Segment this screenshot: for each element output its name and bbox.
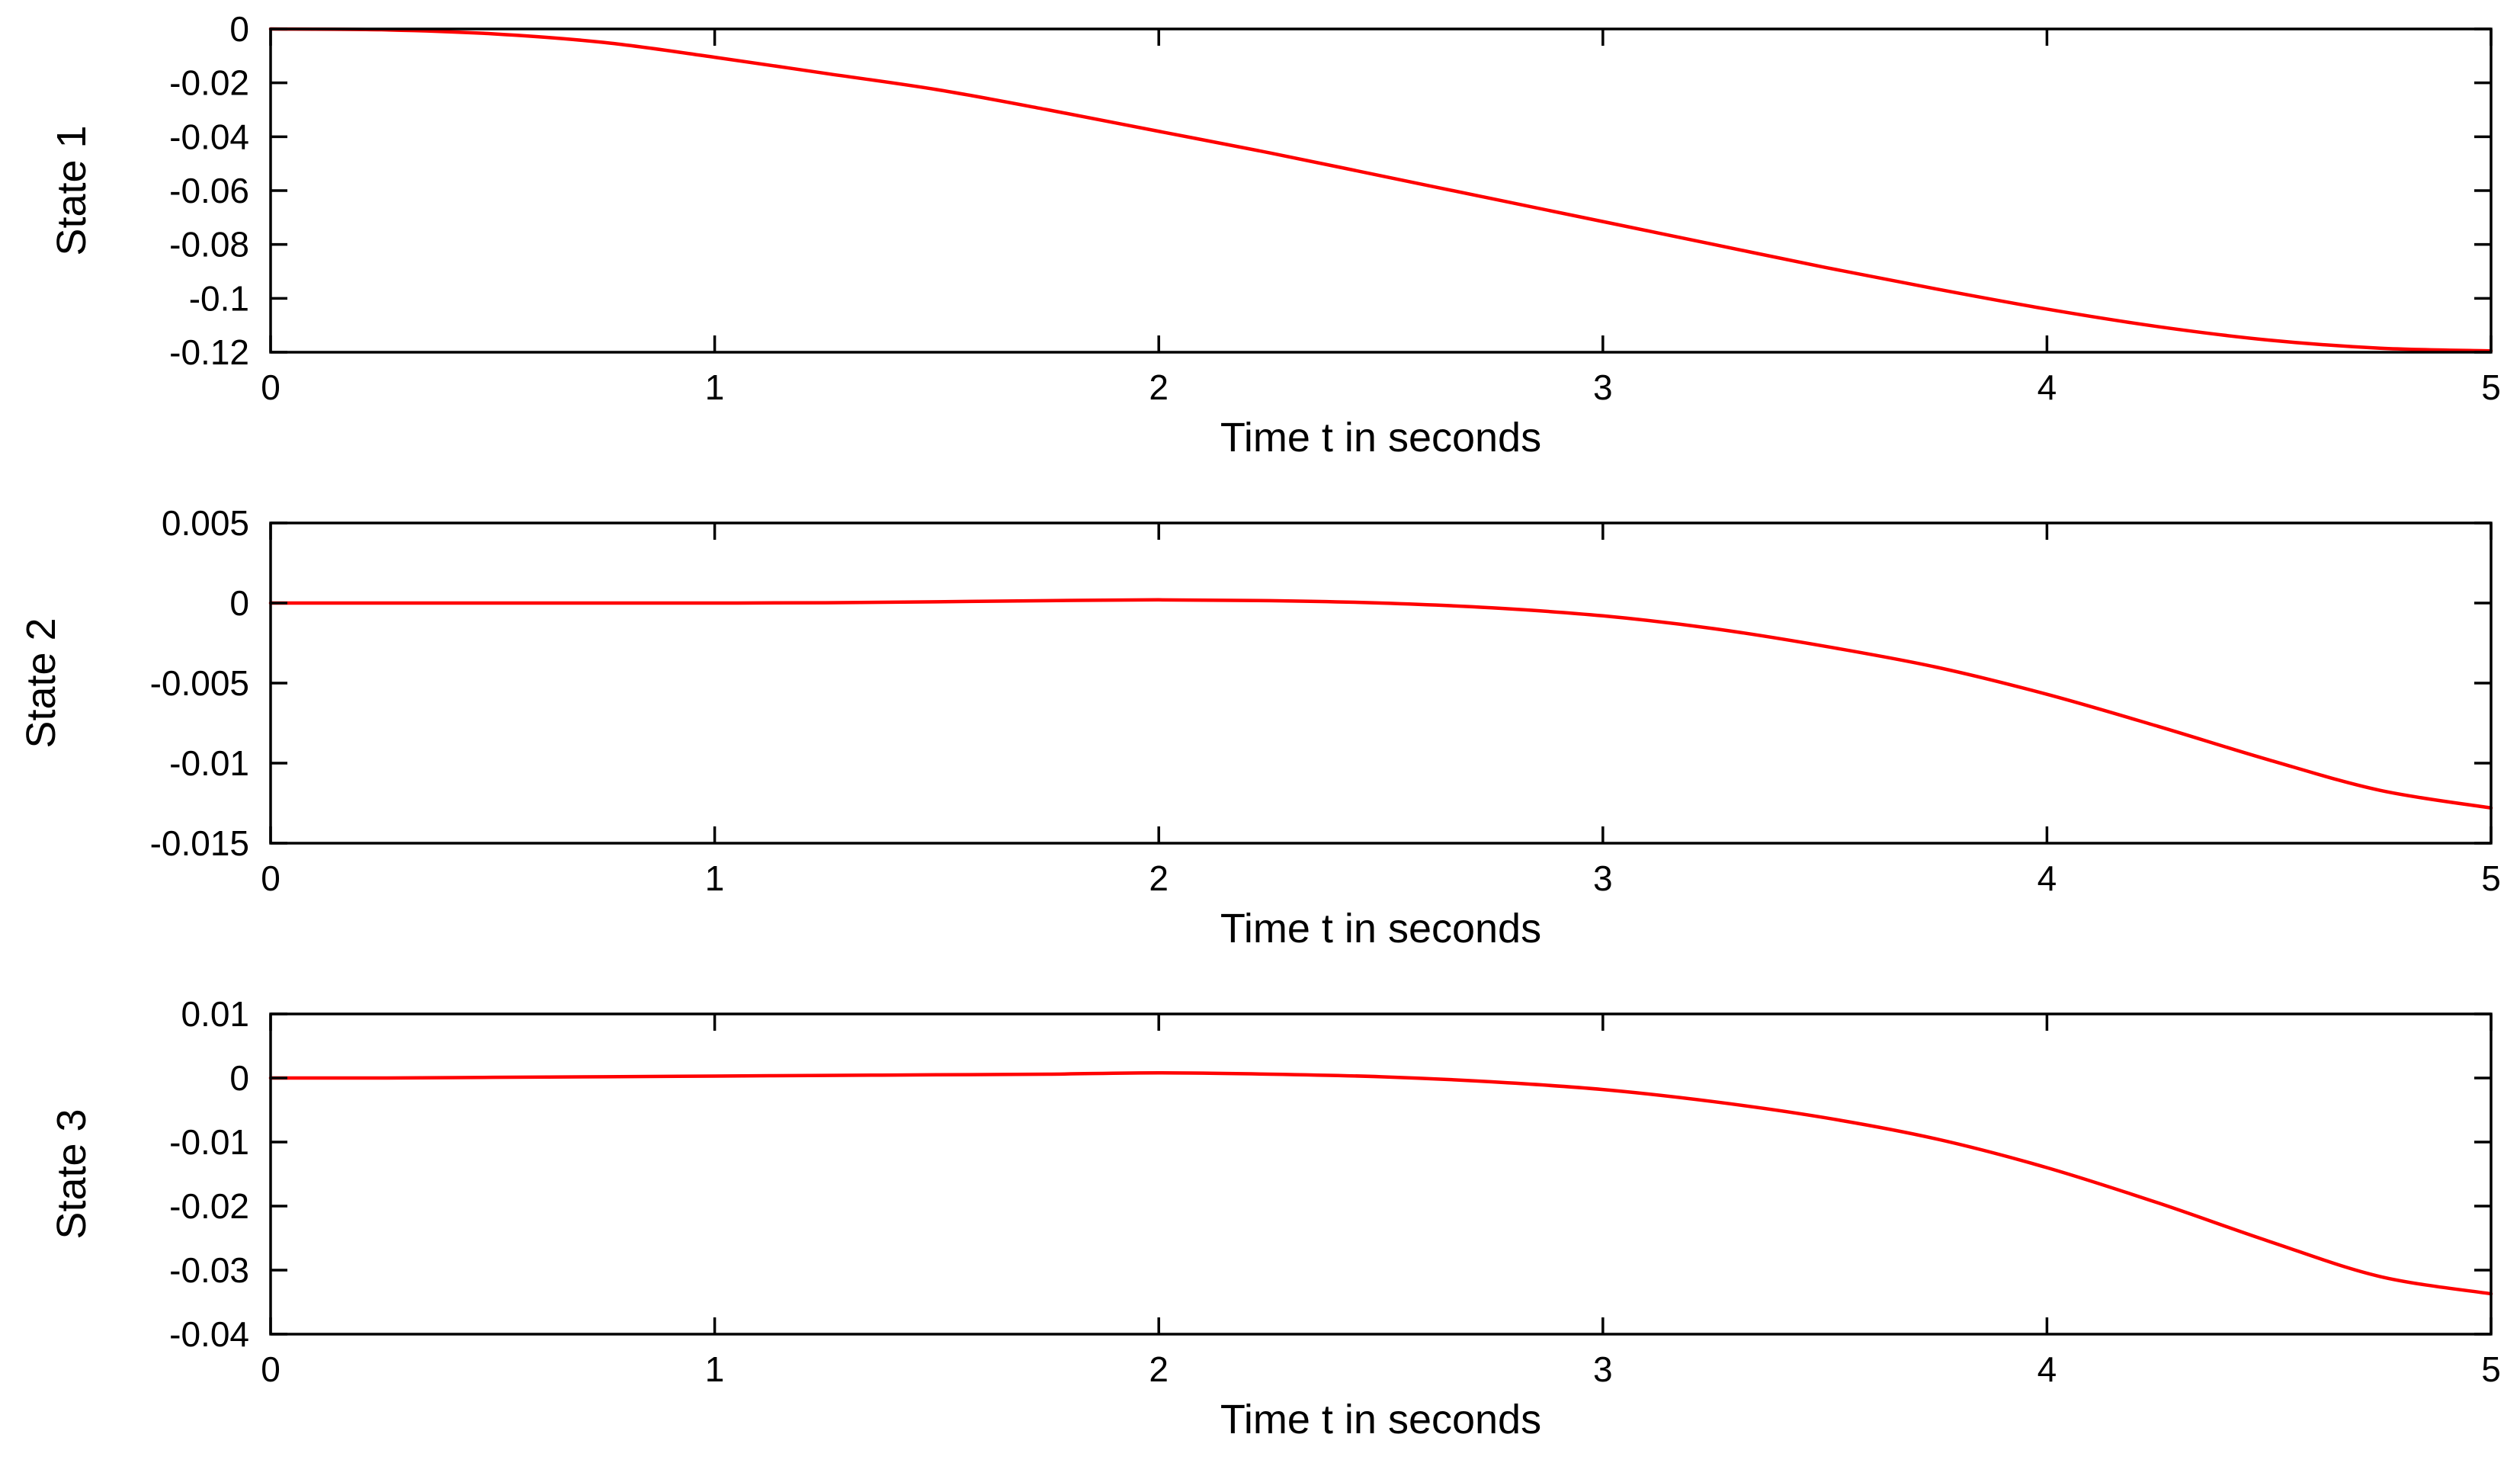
x-tick-label: 2 xyxy=(1149,367,1169,407)
x-tick-label: 2 xyxy=(1149,858,1169,898)
y-tick-label: -0.02 xyxy=(169,63,249,103)
y-axis-label: State 2 xyxy=(18,618,64,748)
y-tick-label: -0.04 xyxy=(169,1314,249,1354)
series-line-2 xyxy=(268,598,2493,810)
x-tick-label: 1 xyxy=(705,858,725,898)
x-tick-label: 0 xyxy=(261,1349,281,1389)
plot-frame xyxy=(269,27,2493,354)
y-tick-label: 0 xyxy=(229,9,249,49)
x-tick-label: 4 xyxy=(2037,1349,2057,1389)
x-tick-label: 3 xyxy=(1593,367,1613,407)
x-tick-label: 2 xyxy=(1149,1349,1169,1389)
y-axis-label: State 3 xyxy=(49,1108,95,1239)
series-line-3 xyxy=(268,1071,2493,1296)
x-tick-label: 0 xyxy=(261,858,281,898)
y-axis-label: State 1 xyxy=(49,125,95,255)
x-axis-label: Time t in seconds xyxy=(1220,906,1541,951)
plot-frame xyxy=(269,1012,2493,1336)
state-2-panel: State 2 Time t in seconds 0 1 2 3 4 5 0.005 0 -0… xyxy=(18,503,2501,951)
y-tick-label: -0.08 xyxy=(169,225,249,265)
plot-frame xyxy=(269,521,2493,845)
y-tick-label: -0.04 xyxy=(169,117,249,156)
series-line-1 xyxy=(268,27,2493,353)
y-tick-label: -0.015 xyxy=(150,823,249,863)
state-1-panel: State 1 Time t in seconds 0 1 2 3 4 5 0 -0.02 -0… xyxy=(49,9,2501,460)
y-tick-label: -0.03 xyxy=(169,1250,249,1290)
y-tick-label: 0 xyxy=(229,583,249,623)
x-tick-label: 5 xyxy=(2481,1349,2501,1389)
y-tick-label: -0.005 xyxy=(150,663,249,703)
x-axis-label: Time t in seconds xyxy=(1220,1397,1541,1442)
x-tick-label: 3 xyxy=(1593,1349,1613,1389)
y-tick-label: -0.1 xyxy=(189,278,249,318)
x-tick-label: 1 xyxy=(705,367,725,407)
x-tick-label: 4 xyxy=(2037,367,2057,407)
x-tick-label: 1 xyxy=(705,1349,725,1389)
x-tick-label: 5 xyxy=(2481,858,2501,898)
x-tick-label: 3 xyxy=(1593,858,1613,898)
state-3-panel: State 3 Time t in seconds 0 1 2 3 4 5 0.01 0 -0.… xyxy=(49,994,2501,1442)
y-tick-label: -0.12 xyxy=(169,332,249,372)
y-tick-label: 0.01 xyxy=(181,994,249,1034)
y-tick-label: -0.01 xyxy=(169,743,249,783)
x-tick-label: 0 xyxy=(261,367,281,407)
x-tick-label: 4 xyxy=(2037,858,2057,898)
y-tick-label: -0.02 xyxy=(169,1186,249,1226)
y-tick-label: -0.01 xyxy=(169,1122,249,1162)
y-tick-label: 0 xyxy=(229,1058,249,1098)
x-tick-label: 5 xyxy=(2481,367,2501,407)
y-tick-label: -0.06 xyxy=(169,171,249,210)
y-tick-label: 0.005 xyxy=(162,503,249,543)
x-axis-label: Time t in seconds xyxy=(1220,415,1541,460)
